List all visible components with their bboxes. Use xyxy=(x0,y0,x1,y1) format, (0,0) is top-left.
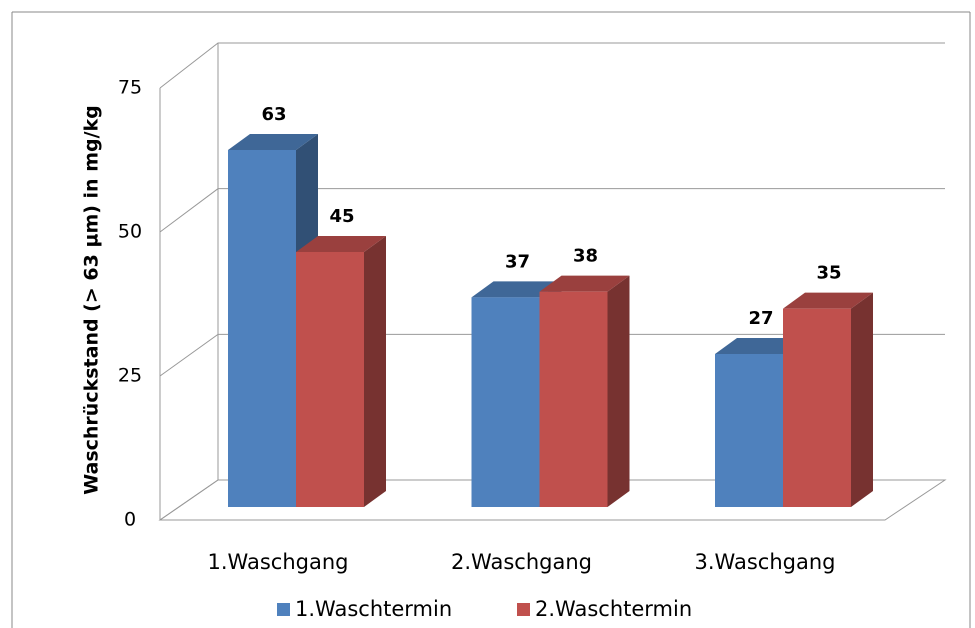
data-label: 38 xyxy=(573,246,598,267)
bar-top xyxy=(539,275,630,292)
grid-line xyxy=(159,333,945,377)
bar-top xyxy=(228,134,318,150)
grid-line xyxy=(159,479,945,521)
bar-top xyxy=(296,236,386,252)
grid-line xyxy=(159,188,945,233)
y-tick-label: 50 xyxy=(118,221,142,243)
data-label: 27 xyxy=(748,308,773,329)
legend-swatch xyxy=(517,603,530,616)
bar-side xyxy=(851,292,873,507)
bar-side xyxy=(607,275,630,507)
x-tick-label: 1.Waschgang xyxy=(208,550,349,574)
x-tick-label: 2.Waschgang xyxy=(451,550,592,574)
legend-swatch xyxy=(277,603,290,616)
x-tick-label: 3.Waschgang xyxy=(695,550,836,574)
y-tick-label: 25 xyxy=(118,365,142,387)
data-label: 45 xyxy=(329,206,354,227)
data-label: 63 xyxy=(261,104,286,125)
bar xyxy=(783,308,851,507)
y-axis-label: Waschrückstand (> 63 µm) in mg/kg xyxy=(81,105,103,495)
bar xyxy=(228,150,296,507)
bar-top xyxy=(783,292,873,309)
y-tick-label: 75 xyxy=(118,77,142,99)
bar-top xyxy=(715,338,805,354)
bar xyxy=(296,252,364,507)
data-label: 35 xyxy=(816,263,841,284)
bar-top xyxy=(471,281,562,298)
legend-label: 2.Waschtermin xyxy=(535,597,692,621)
y-tick-label: 0 xyxy=(124,509,136,531)
bar xyxy=(715,354,783,507)
legend-label: 1.Waschtermin xyxy=(295,597,452,621)
grid-line xyxy=(159,42,945,89)
bar xyxy=(471,297,540,507)
bar-side xyxy=(364,236,386,507)
data-label: 37 xyxy=(505,251,530,272)
bar xyxy=(539,291,608,507)
